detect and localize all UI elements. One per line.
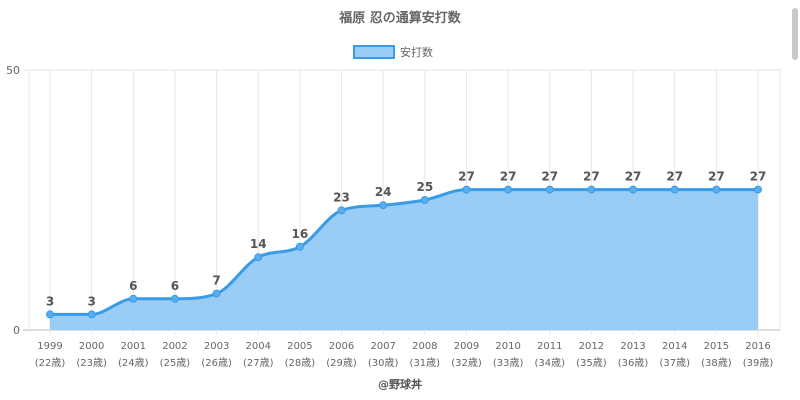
x-tick-label-16: 2015 — [704, 341, 729, 352]
x-tick-age-9: (31歳) — [410, 357, 441, 369]
data-label-4: 7 — [212, 274, 220, 288]
data-label-3: 6 — [171, 279, 179, 293]
data-label-10: 27 — [458, 170, 475, 184]
data-label-16: 27 — [708, 170, 725, 184]
x-tick-label-14: 2013 — [620, 341, 645, 352]
data-label-2: 6 — [129, 279, 137, 293]
x-tick-age-5: (27歳) — [243, 357, 274, 369]
x-tick-age-16: (38歳) — [701, 357, 732, 369]
data-label-6: 16 — [292, 227, 309, 241]
x-tick-label-5: 2004 — [246, 341, 271, 352]
x-tick-age-10: (32歳) — [451, 357, 482, 369]
x-tick-age-0: (22歳) — [35, 357, 66, 369]
data-point-5[interactable] — [254, 253, 263, 262]
x-tick-label-17: 2016 — [745, 341, 770, 352]
x-tick-label-7: 2006 — [329, 341, 354, 352]
x-tick-age-7: (29歳) — [326, 357, 357, 369]
x-tick-age-17: (39歳) — [743, 357, 774, 369]
x-axis: 1999 (22歳) 2000 (23歳) 2001 (24歳) 2002 (25歳) 2003… — [35, 341, 774, 369]
x-tick-age-13: (35歳) — [576, 357, 607, 369]
y-axis: 0 50 — [6, 64, 20, 337]
x-tick-age-4: (26歳) — [201, 357, 232, 369]
data-point-17[interactable] — [754, 185, 762, 194]
x-tick-age-11: (33歳) — [493, 357, 524, 369]
data-point-0[interactable] — [46, 310, 54, 319]
plot-area — [46, 185, 762, 330]
data-label-5: 14 — [250, 237, 267, 251]
data-label-13: 27 — [583, 170, 600, 184]
data-label-12: 27 — [541, 170, 558, 184]
data-point-1[interactable] — [87, 310, 96, 319]
x-tick-label-2: 2001 — [121, 341, 146, 352]
data-label-17: 27 — [750, 170, 767, 184]
data-point-3[interactable] — [170, 294, 179, 303]
x-tick-age-6: (28歳) — [285, 357, 316, 369]
x-tick-label-15: 2014 — [662, 341, 687, 352]
x-tick-label-10: 2009 — [454, 341, 479, 352]
x-tick-label-0: 1999 — [37, 341, 62, 352]
data-label-11: 27 — [500, 170, 517, 184]
area-fill — [50, 189, 758, 330]
x-tick-label-9: 2008 — [412, 341, 437, 352]
data-point-7[interactable] — [337, 206, 346, 215]
x-tick-age-8: (30歳) — [368, 357, 399, 369]
x-tick-age-1: (23歳) — [76, 357, 107, 369]
data-label-9: 25 — [416, 180, 433, 194]
data-point-11[interactable] — [504, 185, 513, 194]
x-tick-age-15: (37歳) — [659, 357, 690, 369]
data-label-8: 24 — [375, 185, 392, 199]
legend-label: 安打数 — [400, 45, 433, 59]
data-point-9[interactable] — [420, 196, 429, 204]
data-point-13[interactable] — [587, 185, 596, 194]
data-label-0: 3 — [46, 294, 54, 308]
x-tick-age-3: (25歳) — [160, 357, 191, 369]
data-point-4[interactable] — [212, 289, 221, 298]
legend-swatch — [353, 45, 395, 59]
data-label-1: 3 — [87, 294, 95, 308]
x-tick-label-6: 2005 — [287, 341, 312, 352]
data-label-14: 27 — [625, 170, 642, 184]
x-tick-age-14: (36歳) — [618, 357, 649, 369]
y-tick-label-0: 0 — [13, 324, 20, 337]
data-point-6[interactable] — [295, 242, 304, 251]
data-point-12[interactable] — [545, 185, 554, 194]
y-tick-label-1: 50 — [6, 64, 20, 77]
data-label-7: 23 — [333, 190, 350, 204]
x-tick-label-13: 2012 — [579, 341, 604, 352]
data-point-2[interactable] — [129, 294, 138, 303]
data-point-14[interactable] — [629, 185, 638, 194]
data-point-16[interactable] — [712, 185, 721, 194]
source-label: @野球丼 — [378, 377, 422, 391]
x-tick-label-12: 2011 — [537, 341, 562, 352]
data-label-15: 27 — [666, 170, 683, 184]
x-tick-label-1: 2000 — [79, 341, 104, 352]
x-tick-label-3: 2002 — [162, 341, 187, 352]
x-tick-age-12: (34歳) — [534, 357, 565, 369]
data-point-10[interactable] — [462, 185, 471, 194]
x-tick-label-8: 2007 — [370, 341, 395, 352]
data-point-15[interactable] — [670, 185, 679, 194]
legend[interactable]: 安打数 — [353, 45, 433, 59]
data-labels: 3 3 6 6 7 14 16 23 24 25 27 27 27 27 27 27 27 27 — [46, 170, 767, 309]
x-tick-label-4: 2003 — [204, 341, 229, 352]
page-scrollbar[interactable] — [792, 8, 798, 60]
x-tick-label-11: 2010 — [495, 341, 520, 352]
data-point-8[interactable] — [379, 201, 388, 210]
chart-title: 福原 忍の通算安打数 — [338, 10, 462, 26]
x-tick-age-2: (24歳) — [118, 357, 149, 369]
